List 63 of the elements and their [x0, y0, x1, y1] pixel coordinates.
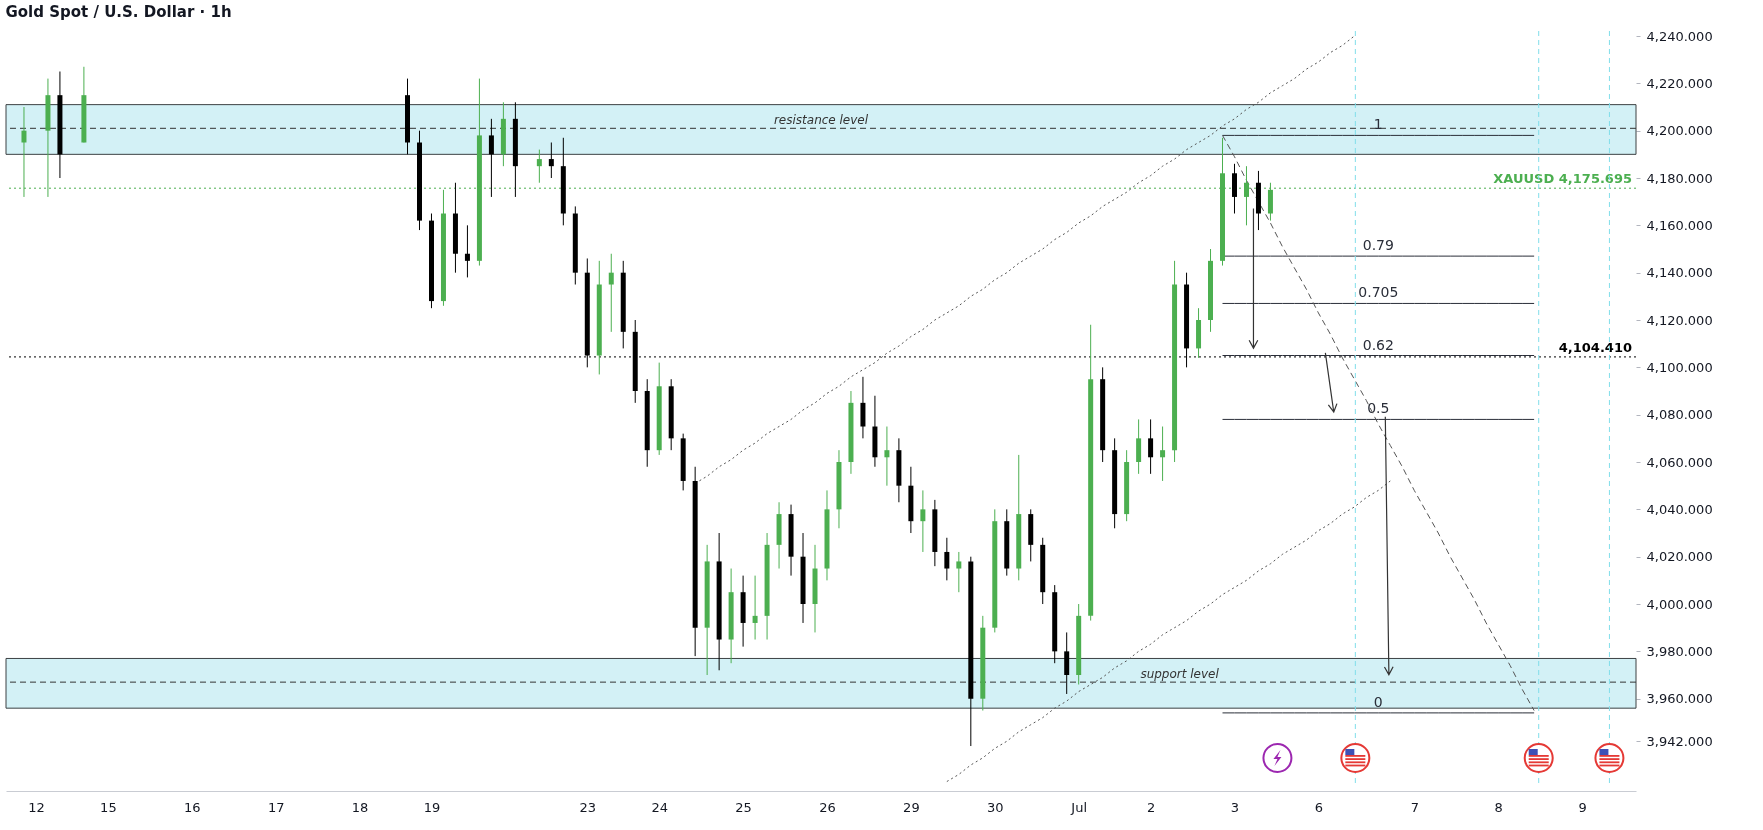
line-series [946, 480, 1391, 783]
y-tick-label: 4,100.000 [1646, 359, 1713, 375]
x-tick-label: 26 [819, 799, 836, 815]
candlestick [1160, 426, 1166, 482]
x-tick-label: 29 [903, 799, 920, 815]
candlestick [860, 376, 866, 439]
candlestick [1136, 418, 1142, 475]
candlestick [944, 537, 950, 581]
y-tick-label: 4,240.000 [1646, 28, 1713, 44]
series-label: 0 [1373, 693, 1383, 710]
x-tick-label: 17 [267, 799, 285, 815]
y-tick-label: 4,060.000 [1646, 454, 1713, 470]
candlestick [752, 575, 758, 641]
x-tick-label: 25 [735, 799, 752, 815]
candlestick [884, 426, 890, 487]
y-tick-label: 4,040.000 [1646, 501, 1713, 517]
y-tick-label: 4,160.000 [1646, 217, 1713, 233]
candlestick [956, 551, 962, 593]
ref-line-label: XAUUSD 4,175.695 [1493, 171, 1632, 187]
y-tick-label: 4,080.000 [1646, 407, 1713, 423]
candlestick [488, 118, 494, 198]
legend-label: 0.5 [1367, 400, 1390, 417]
x-tick-label: 12 [28, 799, 45, 815]
candlestick [608, 253, 614, 333]
candlestick [464, 224, 470, 278]
x-tick-label: 15 [100, 799, 117, 815]
chart-title: Gold Spot / U.S. Dollar · 1h [5, 3, 232, 21]
y-tick-label: 3,942.000 [1646, 733, 1713, 749]
ref-line-label: 4,104.410 [1558, 339, 1632, 355]
y-tick-label: 3,980.000 [1646, 643, 1713, 659]
y-tick-label: 4,140.000 [1646, 265, 1713, 281]
candlestick [920, 489, 926, 553]
x-tick-label: Jul [1070, 799, 1088, 815]
candlestick [1148, 418, 1154, 475]
candlestick [1231, 163, 1237, 215]
x-tick-label: 24 [651, 799, 668, 815]
series-label: 0.705 [1358, 284, 1399, 301]
candlestick [1064, 631, 1070, 695]
x-tick-label: 19 [423, 799, 441, 815]
candlestick [536, 149, 542, 184]
candlestick [548, 142, 554, 179]
x-tick-label: 6 [1314, 799, 1324, 815]
series-label: 0.62 [1362, 336, 1394, 353]
series-label: 0.79 [1362, 237, 1394, 254]
x-tick-label: 7 [1410, 799, 1419, 815]
x-tick-label: 9 [1578, 799, 1587, 815]
ref-line-label: support level [1140, 667, 1220, 682]
x-tick-label: 16 [184, 799, 201, 815]
x-tick-label: 30 [987, 799, 1004, 815]
y-tick-label: 4,220.000 [1646, 75, 1713, 91]
series-label: 1 [1373, 116, 1383, 133]
y-tick-label: 4,180.000 [1646, 170, 1713, 186]
y-tick-label: 4,200.000 [1646, 123, 1713, 139]
x-tick-label: 8 [1494, 799, 1503, 815]
y-tick-label: 3,960.000 [1646, 691, 1713, 707]
y-tick-label: 4,020.000 [1646, 549, 1713, 565]
x-tick-label: 2 [1146, 799, 1156, 815]
x-tick-label: 3 [1230, 799, 1240, 815]
ref-line-label: resistance level [773, 113, 869, 128]
y-tick-label: 4,000.000 [1646, 596, 1713, 612]
x-tick-label: 18 [351, 799, 369, 815]
x-tick-label: 23 [579, 799, 597, 815]
y-tick-label: 4,120.000 [1646, 312, 1713, 328]
